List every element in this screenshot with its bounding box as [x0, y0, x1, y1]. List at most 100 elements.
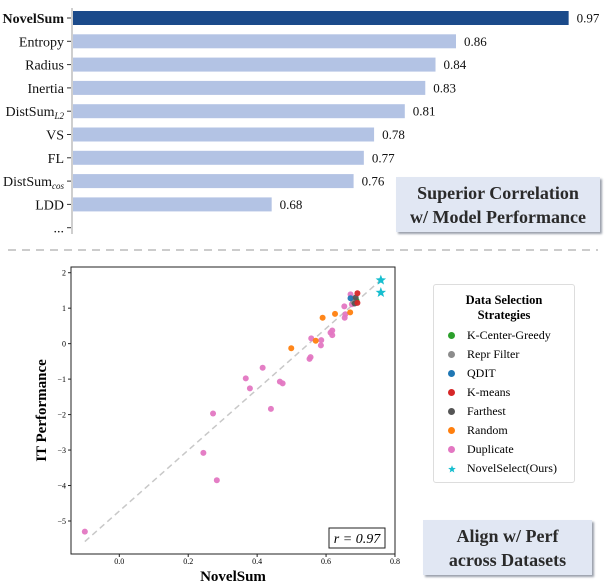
y-tick-label: −1	[57, 375, 66, 384]
scatter-point	[267, 405, 274, 412]
scatter-point	[259, 364, 266, 371]
category-label: FL	[48, 152, 64, 167]
legend-item: K-means	[434, 383, 574, 402]
legend-marker	[448, 370, 455, 377]
value-label: 0.83	[433, 80, 456, 95]
value-label: 0.68	[280, 197, 303, 212]
y-tick-label: 2	[62, 269, 66, 278]
scatter-point	[329, 332, 336, 339]
legend-item: Random	[434, 421, 574, 440]
legend-marker	[448, 427, 455, 434]
scatter-point	[354, 290, 361, 297]
x-tick-label: 0.6	[321, 557, 331, 566]
legend-item: Farthest	[434, 402, 574, 421]
y-axis-label: IT Performance	[34, 359, 50, 462]
scatter-point	[312, 337, 319, 344]
bar	[73, 197, 272, 212]
plot-frame	[70, 266, 396, 555]
star-icon	[448, 464, 456, 473]
scatter-point	[200, 449, 207, 456]
x-tick-label: 0.8	[390, 557, 400, 566]
bar	[73, 11, 569, 25]
scatter-point	[246, 385, 253, 392]
legend-title: Data Selection Strategies	[434, 293, 574, 323]
x-axis-label: NovelSum	[200, 569, 266, 582]
value-label: 0.84	[444, 57, 467, 72]
legend-label: K-means	[467, 385, 511, 399]
correlation-box	[328, 527, 386, 549]
scatter-point	[319, 314, 326, 321]
legend-marker	[448, 351, 455, 358]
legend-marker	[448, 389, 455, 396]
align-annotation-box: Align w/ Perf across Datasets	[423, 520, 592, 575]
y-tick-label: −4	[57, 482, 66, 491]
star-point	[375, 274, 387, 285]
scatter-point	[288, 345, 295, 352]
bar	[73, 174, 354, 189]
legend-label: Duplicate	[467, 442, 514, 456]
annotation-line: Align w/ Perf	[456, 525, 559, 546]
value-label: 0.78	[382, 127, 405, 142]
category-label: NovelSum	[3, 12, 65, 27]
y-tick-label: 1	[62, 304, 66, 313]
y-tick-label: −5	[57, 517, 66, 526]
fit-line	[84, 280, 381, 543]
category-label: Inertia	[27, 82, 64, 97]
bar	[73, 150, 364, 165]
y-tick-label: −2	[57, 411, 66, 420]
bar	[73, 80, 426, 95]
annotation-line: w/ Model Performance	[410, 206, 586, 227]
category-label: VS	[46, 129, 64, 144]
x-tick-label: 0.2	[183, 557, 193, 566]
legend-label: NovelSelect(Ours)	[467, 461, 557, 475]
legend-item: NovelSelect(Ours)	[434, 459, 574, 478]
legend-label: Farthest	[467, 404, 506, 418]
bar	[73, 127, 375, 142]
x-tick-label: 0.0	[114, 557, 124, 566]
value-label: 0.81	[413, 104, 436, 119]
scatter-point	[213, 477, 220, 484]
scatter-point	[308, 335, 315, 342]
scatter-point	[332, 310, 339, 317]
legend-title-line: Strategies	[477, 308, 531, 322]
star-shape	[448, 464, 456, 473]
annotation-line: Superior Correlation	[417, 182, 579, 203]
scatter-point	[342, 311, 349, 318]
legend-label: QDIT	[467, 366, 496, 380]
legend-label: Repr Filter	[467, 347, 520, 361]
x-tick-label: 0.4	[252, 557, 262, 566]
scatter-point	[354, 299, 361, 306]
scatter-point	[317, 342, 324, 349]
annotation-line: across Datasets	[448, 549, 567, 570]
legend-item: Duplicate	[434, 440, 574, 459]
bar	[73, 57, 436, 72]
correlation-label: r = 0.97	[334, 532, 381, 547]
category-label: Entropy	[19, 35, 64, 50]
scatter-point	[329, 327, 336, 334]
value-label: 0.77	[372, 150, 395, 165]
category-label: DistSumcos	[3, 175, 65, 191]
correlation-bar-chart: NovelSum 0.97 Entropy 0.86 Radius 0.84 Inertia…	[3, 8, 600, 251]
scatter-point	[279, 380, 286, 387]
legend-title-line: Data Selection	[465, 293, 543, 307]
star-point	[375, 287, 387, 298]
scatter-point	[210, 410, 217, 417]
legend-marker	[448, 446, 455, 453]
scatter-point	[81, 528, 88, 535]
scatter-point	[347, 309, 354, 316]
legend-item: Repr Filter	[434, 345, 574, 364]
legend-label: Random	[467, 423, 508, 437]
legend-item: K-Center-Greedy	[434, 326, 574, 345]
y-tick-label: −3	[57, 446, 66, 455]
value-label: 0.86	[464, 34, 487, 49]
bar	[73, 34, 456, 49]
legend-marker	[448, 332, 455, 339]
value-label: 0.76	[362, 174, 385, 189]
legend-item: QDIT	[434, 364, 574, 383]
value-label: 0.97	[577, 11, 600, 26]
y-tick-label: 0	[62, 340, 66, 349]
scatter-point	[307, 354, 314, 361]
correlation-annotation-box: Superior Correlation w/ Model Performanc…	[396, 177, 600, 232]
category-label: ...	[54, 222, 65, 237]
